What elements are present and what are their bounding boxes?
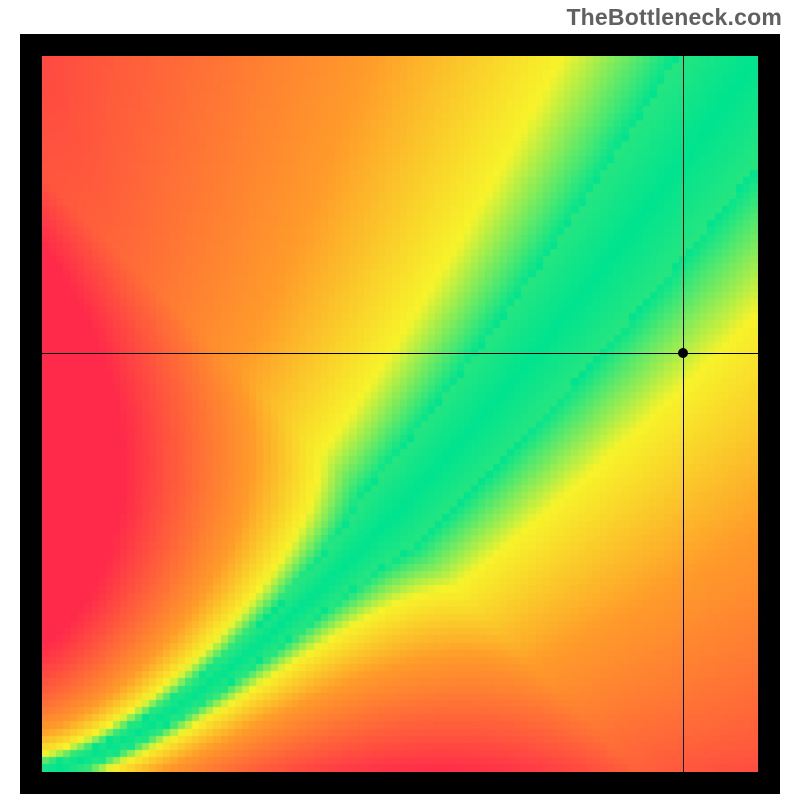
chart-outer-frame: [20, 34, 780, 794]
watermark-text: TheBottleneck.com: [566, 4, 782, 31]
crosshair-horizontal: [42, 353, 758, 354]
bottleneck-heatmap: [42, 56, 758, 772]
crosshair-vertical: [683, 56, 684, 772]
marker-dot: [678, 348, 688, 358]
